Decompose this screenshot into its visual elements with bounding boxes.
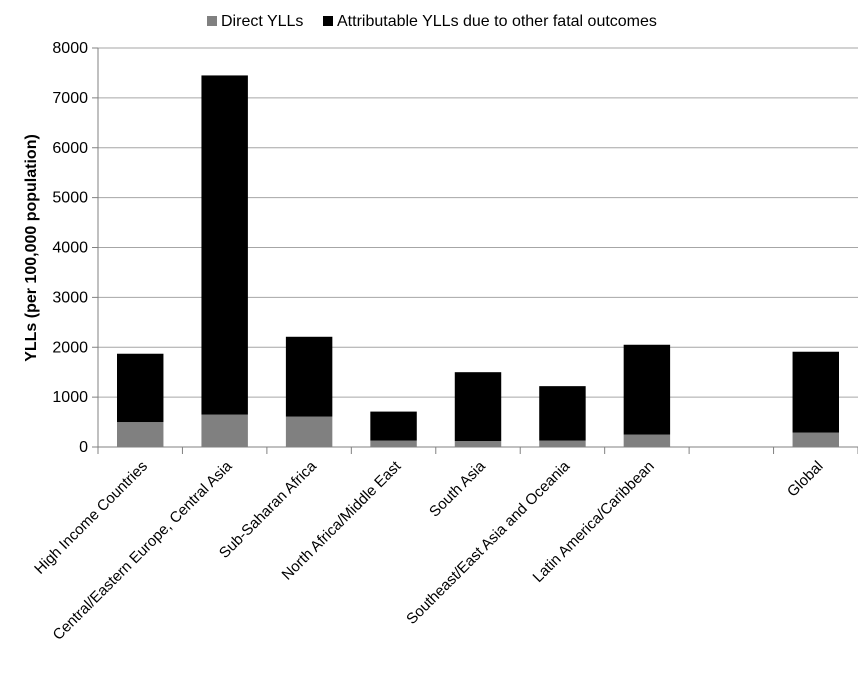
y-tick-label: 0 [79,439,88,456]
legend-swatch-attributable [323,16,333,26]
y-tick-label: 8000 [52,40,88,57]
y-tick-label: 4000 [52,240,88,257]
x-category-label: Southeast/East Asia and Oceania [403,457,574,628]
axes [97,48,858,454]
bar-attributable-ylls [201,75,248,415]
bar-direct-ylls [454,441,502,447]
y-tick-labels: 0 1000 2000 3000 4000 5000 6000 7000 8000 [52,40,88,456]
bar-attributable-ylls [792,351,839,433]
bar-direct-ylls [623,434,671,447]
x-category-label: Global [784,458,827,501]
bar-attributable-ylls [117,353,164,423]
y-tick-label: 1000 [52,389,88,406]
bar-direct-ylls [792,432,839,447]
bar-attributable-ylls [285,336,333,417]
bar-direct-ylls [285,416,333,447]
legend: Direct YLLs Attributable YLLs due to oth… [207,13,657,30]
bar-direct-ylls [539,440,586,447]
bars [117,75,839,447]
y-tick-label: 2000 [52,339,88,356]
x-category-label: South Asia [426,457,489,520]
x-category-label: Central/Eastern Europe, Central Asia [50,457,236,643]
y-tick-label: 7000 [52,90,88,107]
bar-direct-ylls [117,422,164,447]
bar-direct-ylls [201,414,248,447]
legend-label-attributable: Attributable YLLs due to other fatal out… [337,13,657,30]
legend-swatch-direct [207,16,217,26]
y-tick-label: 5000 [52,190,88,207]
y-axis-title: YLLs (per 100,000 population) [23,134,40,362]
bar-direct-ylls [370,440,417,447]
y-tick-label: 3000 [52,289,88,306]
bar-attributable-ylls [623,344,671,435]
bar-attributable-ylls [539,386,586,441]
bar-attributable-ylls [370,411,417,441]
legend-label-direct: Direct YLLs [221,13,303,30]
y-tick-label: 6000 [52,140,88,157]
bar-attributable-ylls [454,372,502,442]
